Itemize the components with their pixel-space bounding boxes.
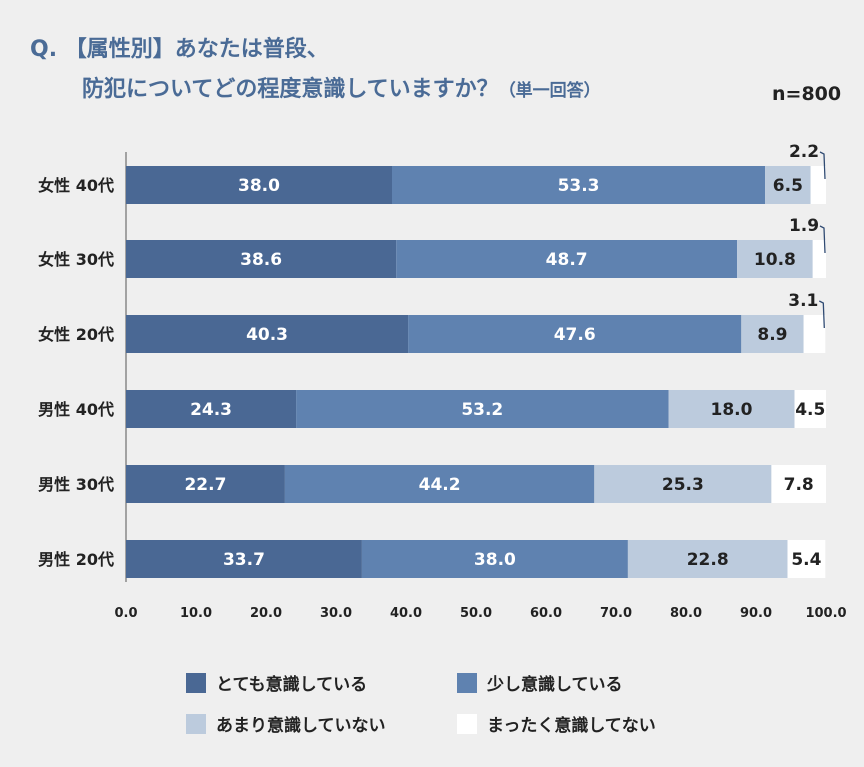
chart-title: Q. 【属性別】あなたは普段、 防犯についてどの程度意識していますか？（単一回答… bbox=[30, 30, 601, 111]
bar-segment bbox=[668, 390, 795, 428]
leader-line bbox=[819, 151, 826, 180]
title-note: （単一回答） bbox=[498, 81, 601, 101]
x-tick-label: 100.0 bbox=[805, 606, 846, 621]
bar-segment bbox=[765, 166, 811, 204]
data-label: 40.3 bbox=[246, 325, 288, 345]
data-label: 22.8 bbox=[687, 550, 729, 570]
bar-segment bbox=[284, 465, 595, 503]
bar-segment bbox=[794, 390, 826, 428]
data-label: 24.3 bbox=[190, 400, 232, 420]
x-tick-label: 0.0 bbox=[114, 606, 137, 621]
data-label: 53.3 bbox=[558, 176, 600, 196]
data-label: 38.6 bbox=[240, 250, 282, 270]
data-label: 3.1 bbox=[788, 291, 818, 311]
bar-segment bbox=[126, 540, 362, 578]
x-tick-label: 10.0 bbox=[180, 606, 212, 621]
data-label: 22.7 bbox=[184, 475, 226, 495]
bar-segment bbox=[812, 240, 826, 278]
x-tick-label: 90.0 bbox=[740, 606, 772, 621]
data-label: 6.5 bbox=[773, 176, 803, 196]
data-label: 4.5 bbox=[795, 400, 825, 420]
title-line-2: 防犯についてどの程度意識していますか？（単一回答） bbox=[30, 70, 601, 111]
bar-segment bbox=[126, 390, 297, 428]
leader-line bbox=[819, 225, 826, 254]
bar-segment bbox=[810, 166, 826, 204]
x-tick-label: 70.0 bbox=[600, 606, 632, 621]
bar-segment bbox=[771, 465, 826, 503]
data-label: 2.2 bbox=[789, 142, 819, 162]
x-tick-label: 40.0 bbox=[390, 606, 422, 621]
title-line-1: Q. 【属性別】あなたは普段、 bbox=[30, 37, 329, 62]
data-label: 18.0 bbox=[711, 400, 753, 420]
data-label: 25.3 bbox=[662, 475, 704, 495]
bar-segment bbox=[787, 540, 826, 578]
bar-segment bbox=[392, 166, 766, 204]
bar-segment bbox=[627, 540, 788, 578]
data-label: 7.8 bbox=[784, 475, 814, 495]
bar-segment bbox=[803, 315, 826, 353]
bar-segment bbox=[126, 465, 285, 503]
category-label: 女性 30代 bbox=[38, 250, 114, 269]
bar-segment bbox=[396, 240, 738, 278]
x-tick-label: 20.0 bbox=[250, 606, 282, 621]
title-question: 防犯についてどの程度意識していますか？ bbox=[82, 77, 499, 102]
x-tick-label: 60.0 bbox=[530, 606, 562, 621]
data-label: 10.8 bbox=[754, 250, 796, 270]
leader-line bbox=[819, 300, 825, 329]
x-tick-label: 80.0 bbox=[670, 606, 702, 621]
bar-segment bbox=[741, 315, 804, 353]
data-label: 53.2 bbox=[461, 400, 503, 420]
data-label: 47.6 bbox=[554, 325, 596, 345]
x-tick-label: 30.0 bbox=[320, 606, 352, 621]
bar-segment bbox=[408, 315, 742, 353]
bar-segment bbox=[126, 315, 409, 353]
data-label: 1.9 bbox=[789, 216, 819, 236]
bar-segment bbox=[296, 390, 669, 428]
data-label: 48.7 bbox=[546, 250, 588, 270]
data-label: 44.2 bbox=[419, 475, 461, 495]
data-label: 5.4 bbox=[791, 550, 821, 570]
sample-size-label: n=800 bbox=[772, 83, 842, 105]
x-tick-label: 50.0 bbox=[460, 606, 492, 621]
bar-segment bbox=[126, 166, 392, 204]
category-label: 女性 20代 bbox=[38, 325, 114, 344]
category-label: 男性 40代 bbox=[38, 400, 114, 419]
bar-segment bbox=[594, 465, 772, 503]
data-label: 38.0 bbox=[238, 176, 280, 196]
category-label: 男性 20代 bbox=[38, 550, 114, 569]
data-label: 38.0 bbox=[474, 550, 516, 570]
bar-segment bbox=[126, 240, 397, 278]
category-label: 男性 30代 bbox=[38, 475, 114, 494]
category-label: 女性 40代 bbox=[38, 176, 114, 195]
data-label: 33.7 bbox=[223, 550, 265, 570]
bar-segment bbox=[737, 240, 813, 278]
bar-segment bbox=[361, 540, 628, 578]
data-label: 8.9 bbox=[757, 325, 787, 345]
